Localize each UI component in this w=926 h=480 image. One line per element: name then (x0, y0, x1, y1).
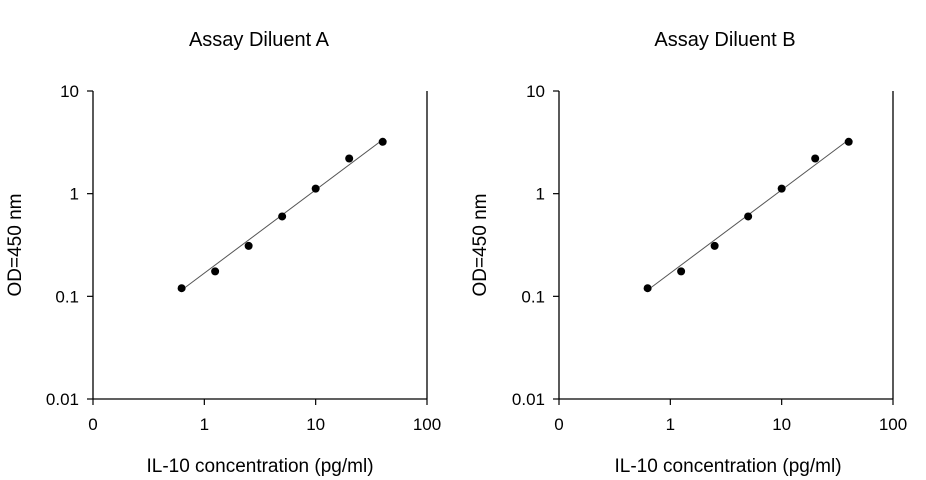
plot-frame-group (92, 91, 428, 400)
y-tick-label: 0.01 (512, 390, 545, 409)
y-axis-label: OD=450 nm (5, 194, 26, 297)
data-point (378, 137, 387, 146)
y-axis-label: OD=450 nm (470, 194, 491, 297)
x-tick-label: 10 (772, 415, 791, 434)
x-tick-label: 0 (88, 415, 97, 434)
data-point (211, 267, 220, 276)
data-point (677, 267, 686, 276)
data-point (710, 241, 719, 250)
y-tick-label: 0.1 (521, 287, 545, 306)
data-point (643, 284, 652, 293)
chart-assay-diluent-a: Assay Diluent A OD=450 nm IL-10 concentr… (5, 29, 441, 477)
x-tick-label: 10 (306, 415, 325, 434)
y-tick-label: 0.1 (55, 287, 79, 306)
plot-frame-group (558, 91, 894, 400)
data-point (345, 154, 354, 163)
data-point (811, 154, 820, 163)
x-tick-label: 100 (413, 415, 441, 434)
tick-group: 0 1 10 100 0.01 0.1 1 10 (512, 82, 907, 434)
chart-assay-diluent-b: Assay Diluent B OD=450 nm IL-10 concentr… (470, 29, 907, 477)
data-point (244, 241, 253, 250)
chart-title: Assay Diluent A (189, 29, 330, 51)
data-point (844, 137, 853, 146)
data-point (777, 184, 786, 193)
data-point (311, 184, 320, 193)
y-tick-label: 10 (60, 82, 79, 101)
x-axis-label: IL-10 concentration (pg/ml) (614, 456, 841, 477)
x-tick-label: 0 (554, 415, 563, 434)
y-tick-label: 0.01 (46, 390, 79, 409)
data-point (278, 212, 287, 221)
x-tick-label: 100 (879, 415, 907, 434)
y-tick-label: 1 (70, 185, 79, 204)
y-tick-label: 10 (526, 82, 545, 101)
x-axis-label: IL-10 concentration (pg/ml) (146, 456, 373, 477)
data-point-group (643, 137, 853, 293)
x-tick-label: 1 (200, 415, 209, 434)
data-point (177, 284, 186, 293)
data-point (744, 212, 753, 221)
chart-title: Assay Diluent B (654, 29, 795, 51)
y-tick-label: 1 (536, 185, 545, 204)
tick-group: 0 1 10 100 0.01 0.1 1 10 (46, 82, 441, 434)
x-tick-label: 1 (666, 415, 675, 434)
data-point-group (177, 137, 387, 293)
